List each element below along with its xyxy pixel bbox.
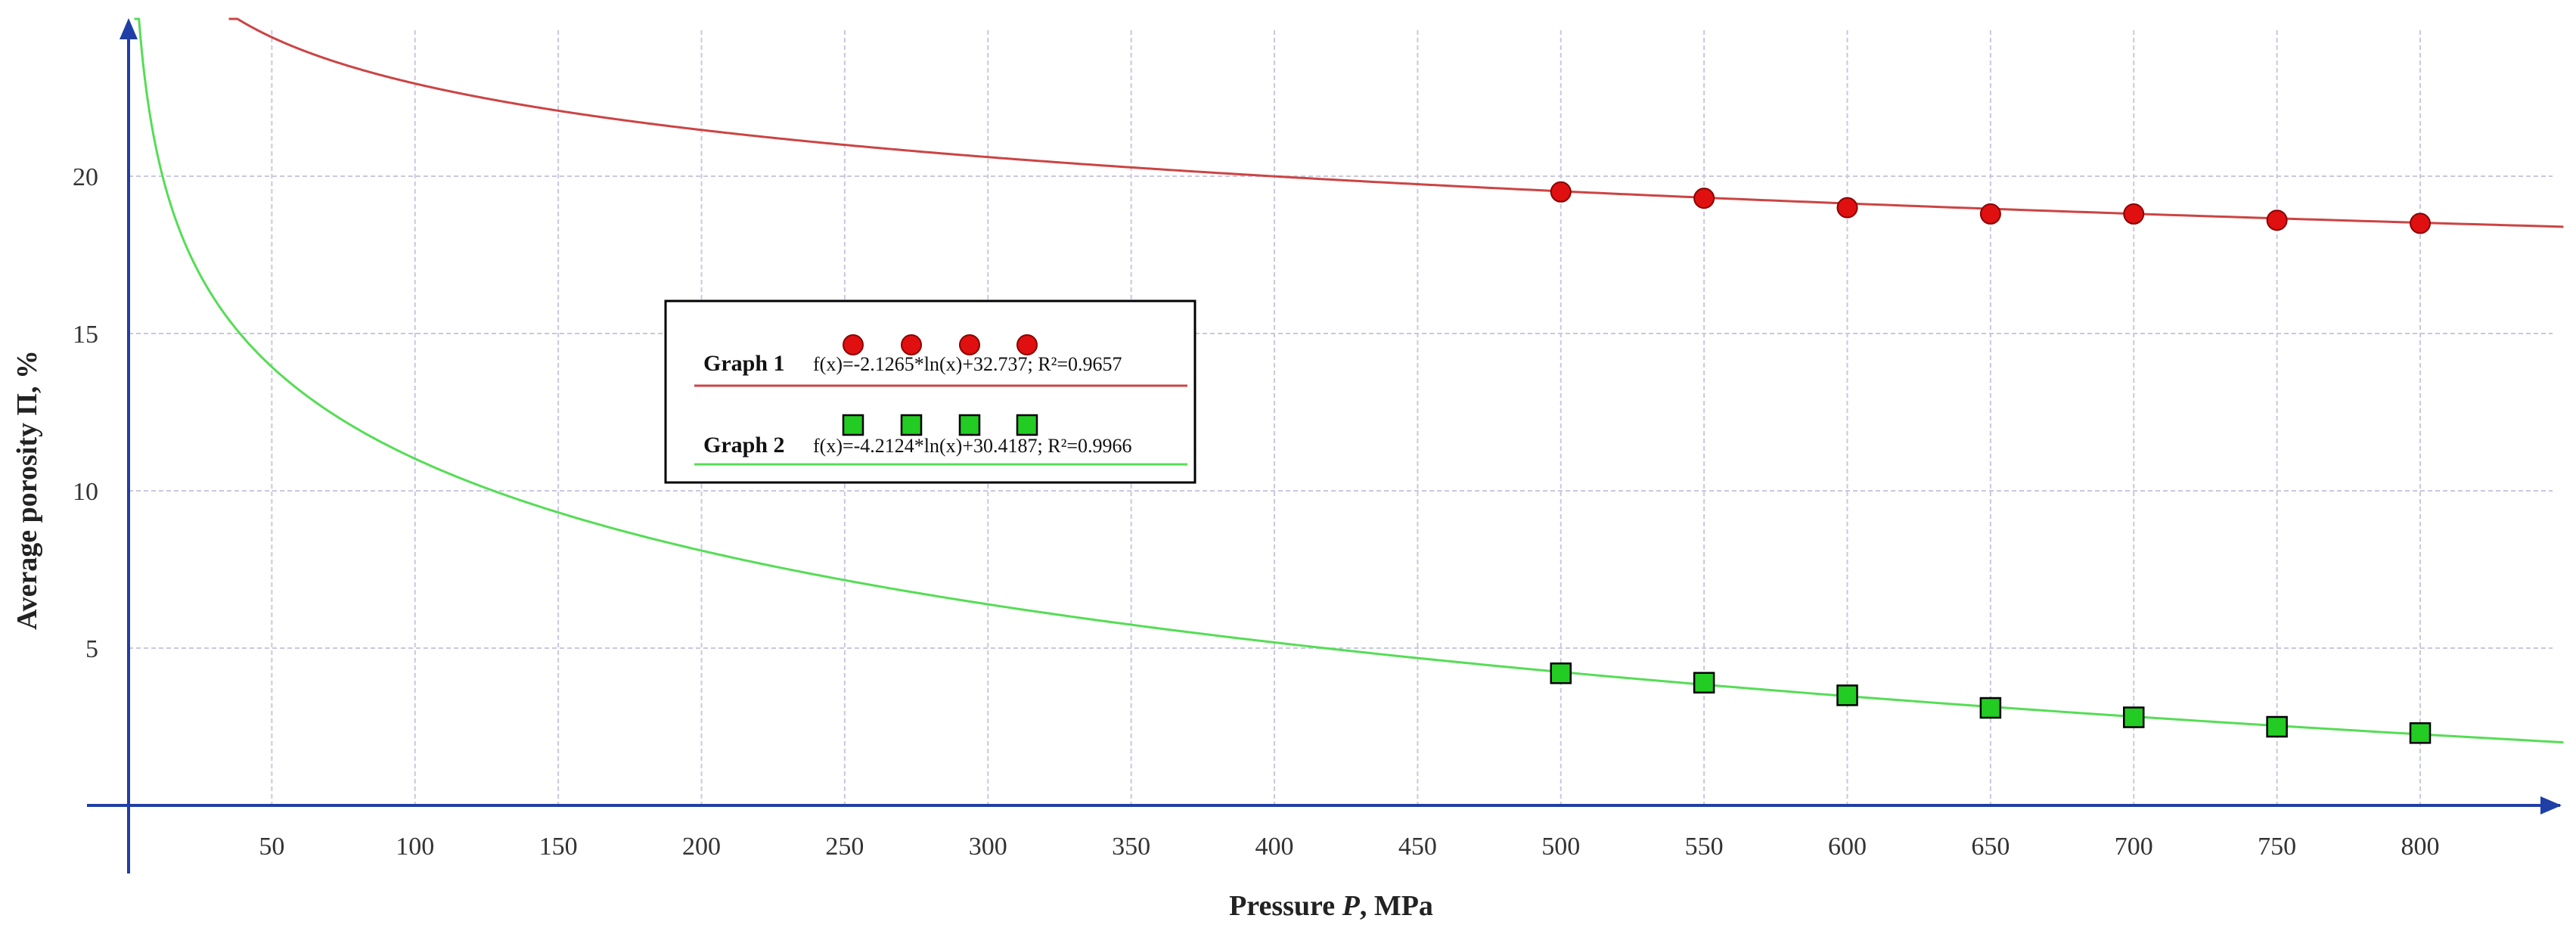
x-tick-label-350: 350 [1112,833,1150,861]
x-tick-label-800: 800 [2401,833,2440,861]
data-point-graph-1-x800 [2410,213,2431,234]
legend-label-graph-2: Graph 2 [703,433,785,458]
x-tick-label-450: 450 [1398,833,1437,861]
legend-marker-graph-1-2 [901,334,922,355]
legend-marker-graph-2-2 [900,414,923,436]
data-point-graph-1-x650 [1979,203,2001,225]
y-axis-arrow [119,18,138,39]
data-point-graph-1-x750 [2266,209,2288,231]
x-tick-label-50: 50 [259,833,284,861]
y-tick-label-20: 20 [73,163,98,191]
x-tick-label-400: 400 [1255,833,1294,861]
data-point-graph-2-x750 [2266,715,2288,738]
data-point-graph-2-x800 [2409,722,2432,744]
y-tick-label-15: 15 [73,321,98,349]
axes [87,18,2562,873]
data-point-graph-1-x550 [1693,188,1715,209]
tick-labels: 50 100 150 200 250 300 350 400 450 500 550 600 650 70… [73,163,2440,861]
y-axis-title: Average porosity Π, % [11,350,43,630]
data-point-graph-2-x700 [2123,706,2145,728]
legend: Graph 1 f(x)=-2.1265*ln(x)+32.737; R²=0.… [664,299,1196,484]
grid-lines [129,30,2553,805]
legend-formula-graph-2: f(x)=-4.2124*ln(x)+30.4187; R²=0.9966 [813,435,1132,457]
x-tick-label-500: 500 [1541,833,1580,861]
legend-box [664,299,1196,484]
legend-marker-graph-1-1 [843,334,864,355]
data-point-graph-2-x500 [1550,662,1572,684]
x-axis-title-symbol: P [1342,890,1361,922]
legend-marker-graph-1-3 [959,334,980,355]
legend-marker-graph-2-4 [1016,414,1038,436]
trend-line-graph-2 [134,17,2564,744]
x-tick-label-200: 200 [682,833,721,861]
x-tick-label-600: 600 [1828,833,1867,861]
legend-marker-graph-1-4 [1016,334,1038,355]
x-tick-label-300: 300 [969,833,1007,861]
trend-lines [134,17,2564,744]
x-tick-label-250: 250 [825,833,864,861]
x-tick-label-750: 750 [2258,833,2296,861]
legend-marker-graph-2-3 [958,414,981,436]
y-tick-label-10: 10 [73,478,98,506]
data-point-graph-2-x650 [1979,697,2002,719]
x-tick-label-150: 150 [539,833,578,861]
legend-markers-graph-2 [842,414,1038,436]
x-tick-label-700: 700 [2115,833,2153,861]
data-point-graph-2-x600 [1836,684,1858,706]
x-axis-title-unit: , MPa [1360,890,1433,922]
x-tick-label-650: 650 [1971,833,2010,861]
x-tick-label-100: 100 [396,833,434,861]
legend-markers-graph-1 [843,334,1038,355]
trend-line-graph-1 [228,17,2564,228]
x-axis-arrow [2540,796,2562,814]
legend-label-graph-1: Graph 1 [703,351,785,376]
data-point-graph-2-x550 [1693,672,1715,694]
x-axis-title-main: Pressure [1229,890,1342,922]
legend-marker-graph-2-1 [842,414,864,436]
y-tick-label-5: 5 [85,635,98,663]
x-tick-label-550: 550 [1685,833,1724,861]
data-point-graph-1-x500 [1550,181,1572,203]
data-markers [1550,181,2432,744]
data-point-graph-1-x600 [1836,197,1858,219]
legend-formula-graph-1: f(x)=-2.1265*ln(x)+32.737; R²=0.9657 [813,353,1122,375]
x-axis-title: Pressure P, MPa [1229,890,1433,922]
data-point-graph-1-x700 [2123,203,2145,225]
